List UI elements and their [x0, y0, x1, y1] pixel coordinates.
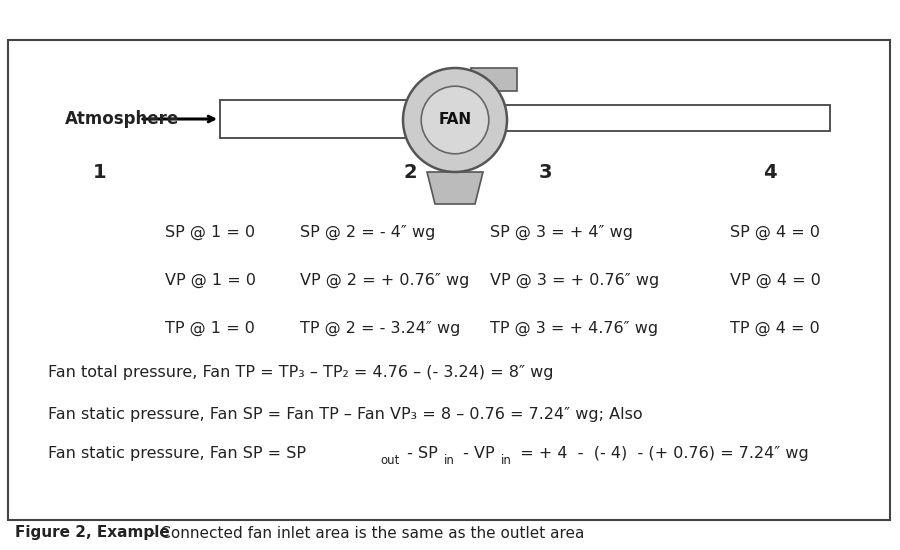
Bar — [220, 100, 415, 138]
Text: 2: 2 — [403, 162, 417, 182]
Text: FAN: FAN — [438, 113, 472, 128]
Text: SP @ 4 = 0: SP @ 4 = 0 — [730, 224, 820, 240]
Text: TP @ 1 = 0: TP @ 1 = 0 — [165, 321, 255, 336]
Text: VP @ 3 = + 0.76″ wg: VP @ 3 = + 0.76″ wg — [490, 272, 659, 288]
Text: 3: 3 — [538, 162, 552, 182]
Text: in: in — [501, 454, 512, 467]
Text: TP @ 3 = + 4.76″ wg: TP @ 3 = + 4.76″ wg — [490, 321, 658, 336]
Text: 1: 1 — [94, 162, 107, 182]
Text: out: out — [380, 454, 400, 467]
Ellipse shape — [403, 68, 507, 172]
Text: Fan total pressure, Fan TP = TP₃ – TP₂ = 4.76 – (- 3.24) = 8″ wg: Fan total pressure, Fan TP = TP₃ – TP₂ =… — [48, 365, 554, 380]
Text: Fan static pressure, Fan SP = SP: Fan static pressure, Fan SP = SP — [48, 446, 306, 461]
Text: VP @ 2 = + 0.76″ wg: VP @ 2 = + 0.76″ wg — [300, 272, 470, 288]
Text: - Connected fan inlet area is the same as the outlet area: - Connected fan inlet area is the same a… — [145, 525, 584, 541]
Text: VP @ 4 = 0: VP @ 4 = 0 — [730, 272, 821, 288]
Ellipse shape — [421, 86, 489, 154]
Bar — [471, 68, 518, 91]
Text: Figure 2, Example: Figure 2, Example — [15, 525, 170, 541]
Text: SP @ 1 = 0: SP @ 1 = 0 — [165, 224, 255, 240]
Text: SP @ 3 = + 4″ wg: SP @ 3 = + 4″ wg — [490, 224, 633, 240]
Text: VP @ 1 = 0: VP @ 1 = 0 — [165, 272, 256, 288]
Text: - VP: - VP — [458, 446, 495, 461]
Polygon shape — [427, 172, 483, 204]
Text: 4: 4 — [763, 162, 777, 182]
Text: TP @ 2 = - 3.24″ wg: TP @ 2 = - 3.24″ wg — [300, 321, 461, 336]
Text: Atmosphere: Atmosphere — [65, 110, 179, 128]
Text: SP @ 2 = - 4″ wg: SP @ 2 = - 4″ wg — [300, 224, 436, 240]
Bar — [490, 105, 830, 131]
Text: in: in — [444, 454, 454, 467]
Text: = + 4  -  (- 4)  - (+ 0.76) = 7.24″ wg: = + 4 - (- 4) - (+ 0.76) = 7.24″ wg — [515, 446, 809, 461]
Text: - SP: - SP — [402, 446, 437, 461]
Bar — [8, 40, 890, 520]
Text: Fan static pressure, Fan SP = Fan TP – Fan VP₃ = 8 – 0.76 = 7.24″ wg; Also: Fan static pressure, Fan SP = Fan TP – F… — [48, 408, 643, 422]
Text: TP @ 4 = 0: TP @ 4 = 0 — [730, 321, 820, 336]
